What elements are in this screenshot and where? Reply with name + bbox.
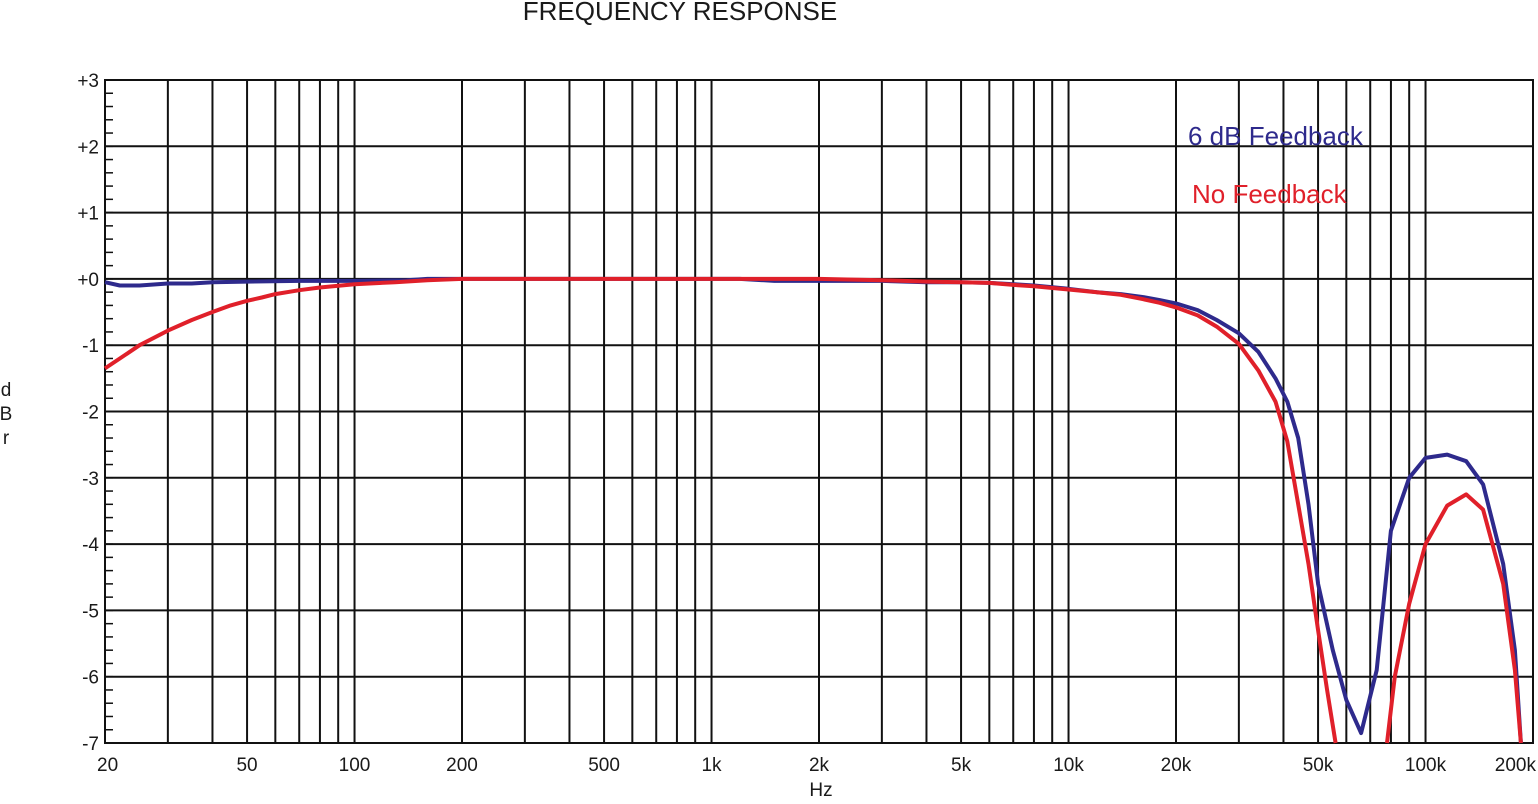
x-tick-label: 50 — [236, 755, 257, 776]
x-tick-label: 200 — [446, 755, 478, 776]
x-tick-label: 500 — [588, 755, 620, 776]
series-line — [104, 276, 1523, 744]
chart-title: FREQUENCY RESPONSE — [523, 0, 837, 26]
x-tick-label: 20 — [97, 755, 118, 776]
y-axis-label-char: d — [1, 380, 12, 401]
x-tick-label: 5k — [951, 755, 972, 776]
legend-entry: No Feedback — [1192, 179, 1348, 209]
x-tick-label: 100k — [1405, 755, 1447, 776]
y-tick-label: -5 — [82, 601, 99, 622]
grid — [105, 79, 1533, 744]
y-tick-label: -3 — [82, 469, 99, 490]
x-tick-labels: 20 50 100 200 500 1k 2k 5k 10k 20k 50k 100k 200k — [97, 755, 1536, 776]
series-line — [103, 276, 1523, 744]
y-tick-labels: +3 +2 +1 +0 -1 -2 -3 -4 -5 -6 -7 — [77, 71, 99, 755]
y-tick-label: -7 — [82, 734, 99, 755]
y-tick-label: -4 — [82, 535, 99, 556]
x-tick-label: 2k — [809, 755, 830, 776]
x-tick-label: 10k — [1053, 755, 1084, 776]
y-axis-label: dBr — [0, 380, 12, 449]
y-tick-label: +3 — [77, 71, 99, 92]
y-tick-label: +1 — [77, 204, 99, 225]
legend: 6 dB Feedback No Feedback — [1188, 121, 1364, 209]
x-tick-label: 20k — [1161, 755, 1192, 776]
x-tick-label: 200k — [1495, 755, 1537, 776]
y-tick-label: -1 — [82, 336, 99, 357]
y-tick-label: +2 — [77, 137, 99, 158]
x-tick-label: 1k — [701, 755, 722, 776]
y-tick-label: +0 — [77, 270, 99, 291]
y-axis-label-char: B — [0, 404, 12, 425]
y-tick-label: -6 — [82, 668, 99, 689]
series-lines — [103, 276, 1523, 744]
x-tick-label: 100 — [339, 755, 371, 776]
plot-border — [104, 79, 1534, 744]
y-tick-label: -2 — [82, 403, 99, 424]
legend-entry: 6 dB Feedback — [1188, 121, 1364, 151]
x-axis-label: Hz — [809, 780, 832, 801]
y-minor-ticks — [105, 79, 113, 744]
y-axis-label-char: r — [3, 428, 10, 449]
x-tick-label: 50k — [1303, 755, 1334, 776]
